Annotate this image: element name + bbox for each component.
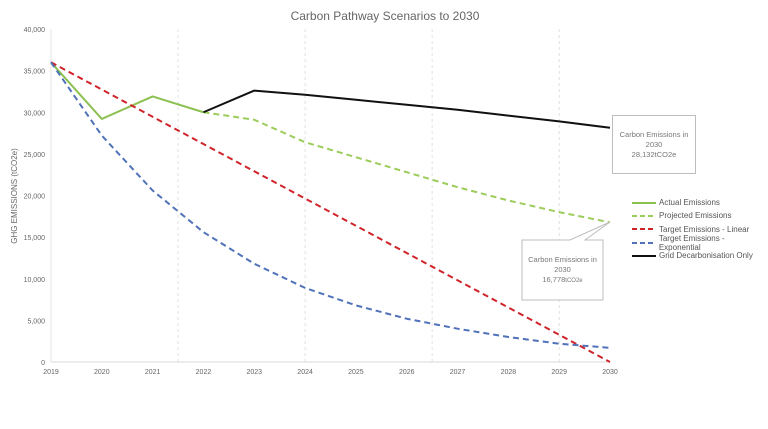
legend-item: Projected Emissions xyxy=(632,209,768,222)
x-tick-label: 2028 xyxy=(501,369,517,376)
callout-line2: 2030 xyxy=(645,139,663,149)
x-tick-label: 2030 xyxy=(602,369,618,376)
y-tick-label: 0 xyxy=(41,360,45,367)
series-line-target-emissions-linear xyxy=(50,61,611,363)
callout-line1: Carbon Emissions in xyxy=(619,129,689,139)
x-tick-label: 2024 xyxy=(297,369,313,376)
legend-item: Actual Emissions xyxy=(632,196,768,209)
callout-grid-2030: Carbon Emissions in 2030 28,132tCO2e xyxy=(612,115,696,174)
legend-item: Grid Decarbonisation Only xyxy=(632,249,768,262)
legend-swatch xyxy=(632,241,656,244)
y-tick-label: 25,000 xyxy=(24,152,46,159)
series-line-actual-emissions xyxy=(50,61,204,120)
callout-value: 16,778 xyxy=(542,274,566,284)
callout-value: 28,132 xyxy=(631,149,655,159)
callout-line1: Carbon Emissions in xyxy=(528,254,597,264)
x-tick-label: 2021 xyxy=(145,369,161,376)
y-tick-label: 20,000 xyxy=(24,194,46,201)
series-line-target-emissions-exponential xyxy=(50,61,611,349)
x-tick-label: 2019 xyxy=(43,369,59,376)
legend-label: Grid Decarbonisation Only xyxy=(659,251,753,261)
legend-item: Target Emissions - Exponential xyxy=(632,233,768,252)
legend-swatch xyxy=(632,214,656,217)
legend-label: Target Emissions - Linear xyxy=(659,224,750,234)
series-line-grid-decarbonisation-only xyxy=(203,89,611,129)
legend: Actual Emissions Projected Emissions Targe… xyxy=(632,196,768,262)
legend-label: Target Emissions - Exponential xyxy=(658,233,725,252)
y-axis-label: GHG EMISSIONS (tCO2e) xyxy=(10,148,19,244)
y-tick-label: 35,000 xyxy=(24,69,46,76)
chart-title: Carbon Pathway Scenarios to 2030 xyxy=(291,9,480,23)
legend-swatch xyxy=(632,201,656,204)
series-line-projected-emissions xyxy=(203,111,611,224)
x-tick-label: 2022 xyxy=(196,369,212,376)
x-tick-label: 2025 xyxy=(348,369,364,376)
y-tick-label: 30,000 xyxy=(24,110,46,117)
callout-pointer xyxy=(521,221,611,301)
y-tick-label: 15,000 xyxy=(24,235,46,242)
callout-projected-2030: Carbon Emissions in 2030 16,778tCO2e xyxy=(523,241,602,299)
callout-unit: tCO2e xyxy=(654,149,677,159)
callout-unit: tCO2e xyxy=(565,277,583,284)
callout-line2: 2030 xyxy=(554,264,571,274)
x-tick-label: 2029 xyxy=(551,369,567,376)
y-tick-label: 40,000 xyxy=(24,27,46,34)
legend-swatch xyxy=(632,228,656,231)
y-tick-label: 5,000 xyxy=(27,318,45,325)
legend-swatch xyxy=(632,254,656,257)
x-tick-label: 2027 xyxy=(450,369,466,376)
legend-label: Actual Emissions xyxy=(659,198,720,208)
x-tick-label: 2023 xyxy=(246,369,262,376)
x-tick-label: 2020 xyxy=(94,369,110,376)
y-tick-label: 10,000 xyxy=(24,277,46,284)
legend-item: Target Emissions - Linear xyxy=(632,223,768,236)
legend-label: Projected Emissions xyxy=(659,211,732,221)
x-tick-label: 2026 xyxy=(399,369,415,376)
